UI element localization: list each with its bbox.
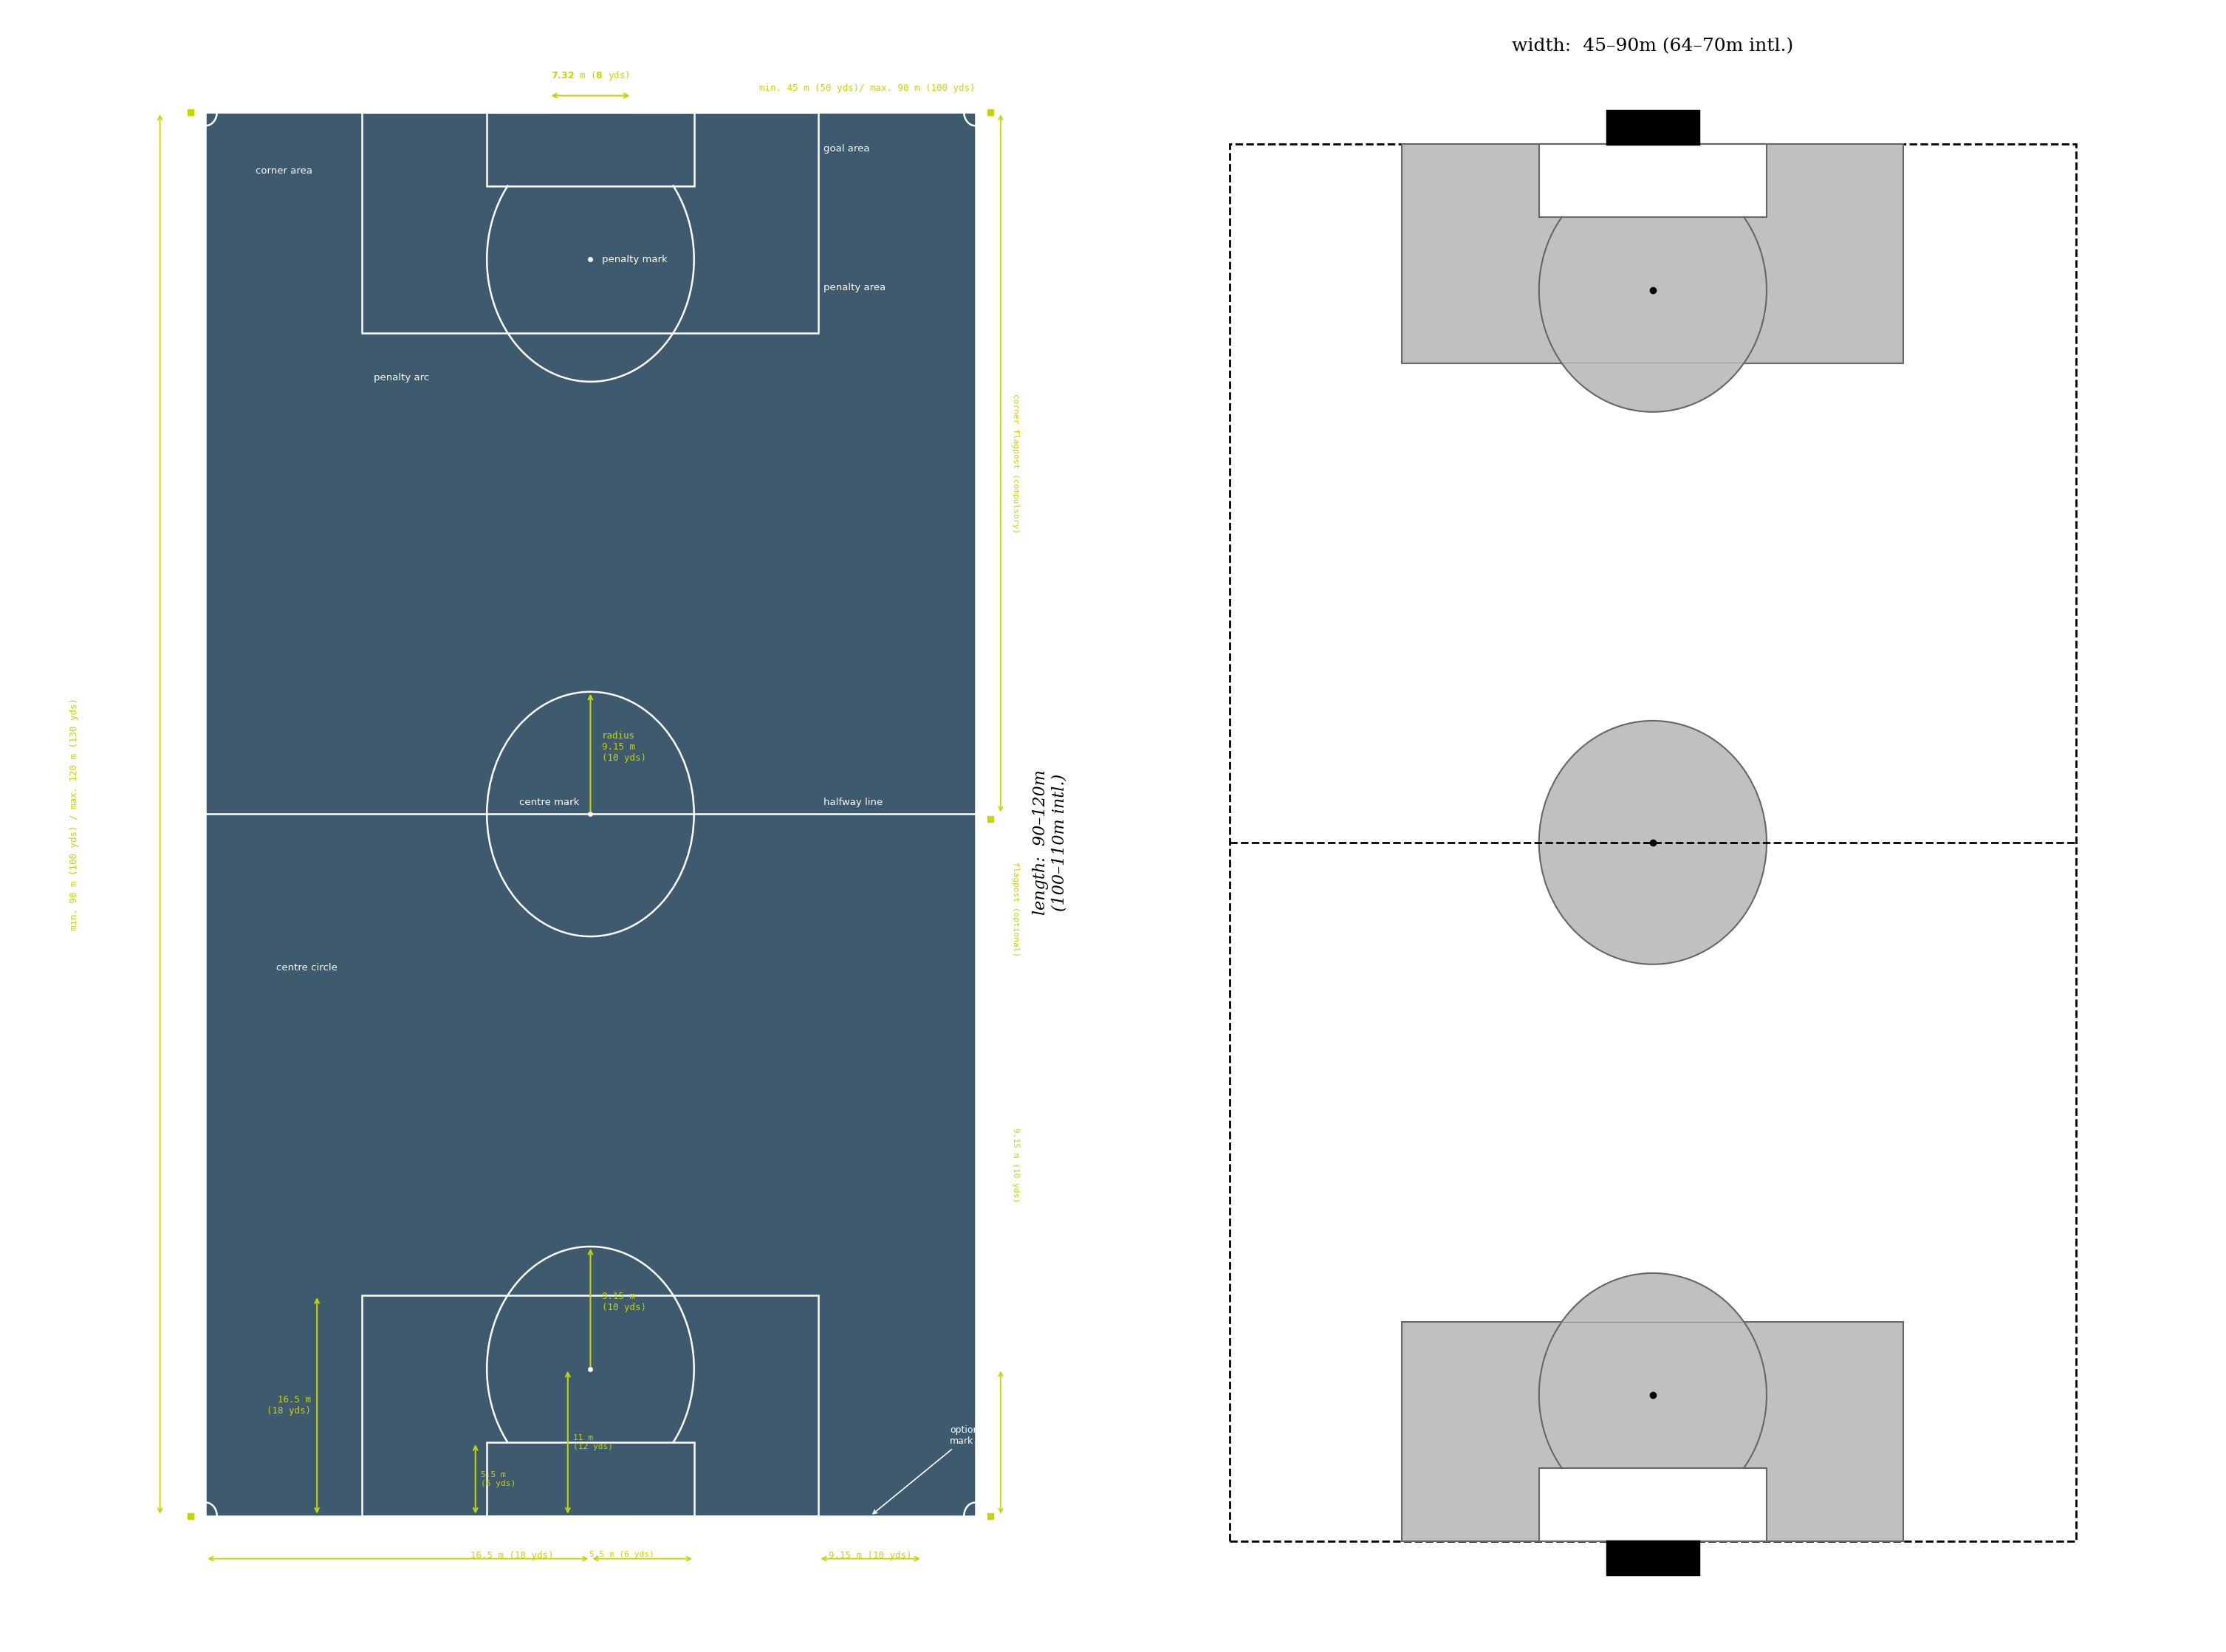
Text: 11 m
(12 yds): 11 m (12 yds) bbox=[574, 1434, 614, 1450]
Bar bbox=[1402, 144, 1903, 363]
Ellipse shape bbox=[1538, 720, 1767, 965]
Bar bbox=[487, 1442, 695, 1517]
Polygon shape bbox=[1538, 1274, 1767, 1469]
Bar bbox=[1607, 111, 1698, 144]
Text: penalty arc: penalty arc bbox=[374, 373, 430, 383]
Text: corner flagpost (compulsory): corner flagpost (compulsory) bbox=[1013, 393, 1020, 534]
Bar bbox=[363, 1295, 819, 1517]
Text: 9.15 m
(10 yds): 9.15 m (10 yds) bbox=[601, 1292, 646, 1312]
Text: 16.5 m (18 yds): 16.5 m (18 yds) bbox=[470, 1551, 554, 1561]
Bar bbox=[550, 1517, 632, 1550]
Text: penalty mark: penalty mark bbox=[601, 254, 668, 264]
Bar bbox=[1607, 1541, 1698, 1574]
Text: min. 45 m (50 yds)/ max. 90 m (100 yds): min. 45 m (50 yds)/ max. 90 m (100 yds) bbox=[759, 84, 975, 93]
Text: 9.15 m (10 yds): 9.15 m (10 yds) bbox=[1013, 1128, 1020, 1203]
Bar bbox=[487, 112, 695, 187]
Text: centre mark: centre mark bbox=[519, 798, 579, 808]
Text: min. 90 m (100 yds) / max. 120 m (130 yds): min. 90 m (100 yds) / max. 120 m (130 yd… bbox=[69, 697, 78, 930]
Text: goal area: goal area bbox=[824, 144, 870, 154]
Text: centre circle: centre circle bbox=[276, 963, 336, 973]
Text: 9.15 m (10 yds): 9.15 m (10 yds) bbox=[828, 1551, 913, 1561]
Text: radius
9.15 m
(10 yds): radius 9.15 m (10 yds) bbox=[601, 732, 646, 763]
Text: optional
mark: optional mark bbox=[873, 1426, 986, 1513]
Text: $\mathbf{7.32}$ m ($\mathbf{8}$ yds): $\mathbf{7.32}$ m ($\mathbf{8}$ yds) bbox=[552, 69, 630, 83]
Text: goal line: goal line bbox=[570, 84, 612, 93]
Text: corner area: corner area bbox=[256, 165, 312, 175]
Text: penalty area: penalty area bbox=[824, 282, 886, 292]
Bar bbox=[205, 112, 975, 1517]
Bar bbox=[205, 112, 975, 1517]
Text: flagpost (optional): flagpost (optional) bbox=[1013, 862, 1020, 957]
Bar bbox=[1538, 144, 1767, 216]
Bar bbox=[1402, 1322, 1903, 1541]
Text: touchline: touchline bbox=[129, 791, 140, 838]
Text: length:  90–120m
(100–110m intl.): length: 90–120m (100–110m intl.) bbox=[1033, 770, 1068, 915]
Text: 16.5 m
(18 yds): 16.5 m (18 yds) bbox=[267, 1396, 312, 1416]
Bar bbox=[363, 112, 819, 334]
Bar bbox=[1229, 144, 2075, 1541]
Text: width:  45–90m (64–70m intl.): width: 45–90m (64–70m intl.) bbox=[1511, 38, 1794, 55]
Bar bbox=[1538, 1469, 1767, 1541]
Text: 5.5 m (6 yds): 5.5 m (6 yds) bbox=[590, 1551, 654, 1558]
Bar bbox=[550, 79, 632, 112]
Text: 5.5 m
(6 yds): 5.5 m (6 yds) bbox=[481, 1472, 516, 1487]
Polygon shape bbox=[1538, 216, 1767, 411]
Text: halfway line: halfway line bbox=[824, 798, 884, 808]
